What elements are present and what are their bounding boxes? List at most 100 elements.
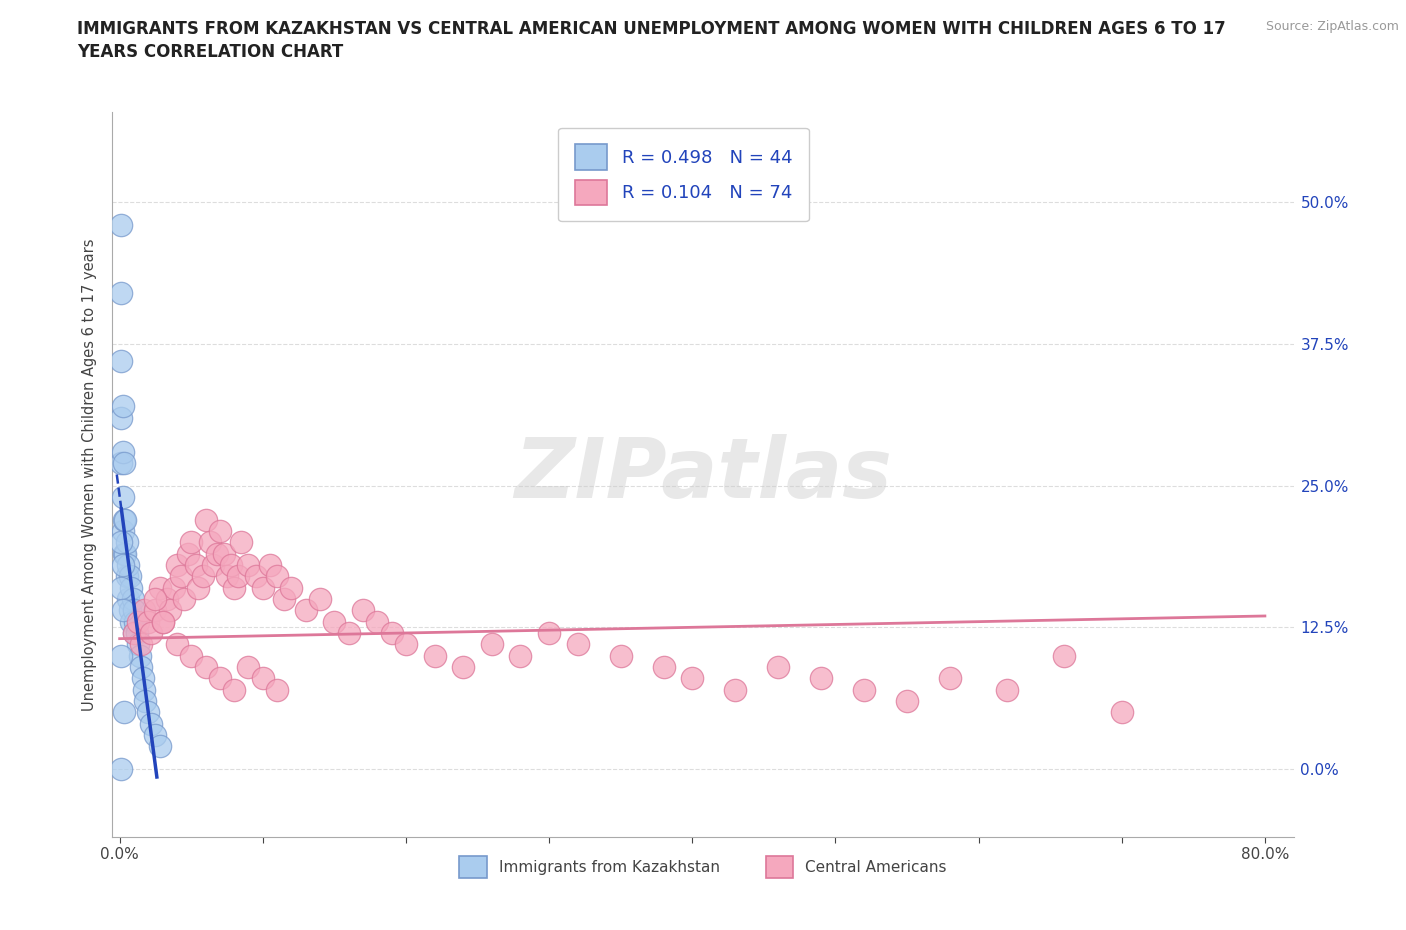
Point [132, 603, 155, 618]
Point [145, 603, 167, 618]
Point [205, 546, 228, 561]
Point [156, 591, 179, 606]
Point [652, 659, 675, 674]
Point [111, 399, 134, 414]
Point [111, 445, 134, 459]
Point [939, 671, 962, 685]
Point [111, 557, 134, 572]
Point [224, 683, 246, 698]
Point [451, 659, 474, 674]
Point [423, 648, 446, 663]
Point [149, 580, 172, 595]
Point [166, 557, 188, 572]
Y-axis label: Unemployment Among Women with Children Ages 6 to 17 years: Unemployment Among Women with Children A… [82, 238, 97, 711]
Point [122, 626, 145, 641]
Point [115, 535, 138, 550]
Point [1111, 705, 1133, 720]
Point [111, 489, 134, 504]
Point [177, 546, 200, 561]
Point [180, 648, 202, 663]
Point [139, 716, 162, 731]
Point [194, 512, 217, 527]
Point [114, 546, 136, 561]
Legend: Immigrants from Kazakhstan, Central Americans: Immigrants from Kazakhstan, Central Amer… [453, 850, 953, 883]
Point [120, 580, 142, 595]
Point [111, 524, 134, 538]
Point [180, 535, 202, 550]
Point [122, 603, 145, 618]
Point [110, 580, 132, 595]
Point [366, 614, 388, 629]
Point [252, 580, 274, 595]
Point [118, 603, 141, 618]
Point [159, 603, 181, 618]
Point [110, 353, 132, 368]
Point [266, 569, 288, 584]
Point [111, 603, 134, 618]
Point [139, 626, 162, 641]
Point [112, 512, 135, 527]
Text: YEARS CORRELATION CHART: YEARS CORRELATION CHART [77, 43, 343, 60]
Point [132, 683, 155, 698]
Point [152, 614, 174, 629]
Point [810, 671, 832, 685]
Point [134, 694, 156, 709]
Point [681, 671, 703, 685]
Point [228, 569, 250, 584]
Point [266, 683, 288, 698]
Point [173, 591, 195, 606]
Point [231, 535, 253, 550]
Point [122, 626, 145, 641]
Point [125, 626, 148, 641]
Point [995, 683, 1018, 698]
Point [110, 648, 132, 663]
Point [724, 683, 747, 698]
Point [194, 659, 217, 674]
Point [766, 659, 789, 674]
Point [114, 512, 136, 527]
Point [538, 626, 561, 641]
Point [110, 535, 132, 550]
Point [136, 614, 159, 629]
Point [238, 659, 260, 674]
Point [184, 557, 207, 572]
Point [163, 580, 186, 595]
Point [323, 614, 346, 629]
Point [166, 637, 188, 652]
Point [567, 637, 589, 652]
Point [208, 524, 231, 538]
Point [112, 705, 135, 720]
Point [152, 614, 174, 629]
Point [124, 614, 146, 629]
Point [252, 671, 274, 685]
Point [221, 557, 243, 572]
Point [127, 637, 149, 652]
Point [127, 614, 149, 629]
Point [224, 580, 246, 595]
Point [481, 637, 503, 652]
Point [149, 738, 172, 753]
Point [110, 410, 132, 425]
Point [187, 580, 209, 595]
Point [245, 569, 267, 584]
Point [112, 456, 135, 471]
Point [129, 637, 152, 652]
Point [212, 546, 235, 561]
Text: IMMIGRANTS FROM KAZAKHSTAN VS CENTRAL AMERICAN UNEMPLOYMENT AMONG WOMEN WITH CHI: IMMIGRANTS FROM KAZAKHSTAN VS CENTRAL AM… [77, 20, 1226, 38]
Point [273, 591, 295, 606]
Point [215, 569, 238, 584]
Point [118, 569, 141, 584]
Text: ZIPatlas: ZIPatlas [515, 433, 891, 515]
Point [208, 671, 231, 685]
Point [309, 591, 332, 606]
Point [896, 694, 918, 709]
Point [609, 648, 631, 663]
Point [381, 626, 404, 641]
Point [128, 648, 150, 663]
Point [352, 603, 374, 618]
Point [280, 580, 302, 595]
Point [145, 727, 167, 742]
Point [129, 659, 152, 674]
Point [110, 218, 132, 232]
Point [117, 557, 139, 572]
